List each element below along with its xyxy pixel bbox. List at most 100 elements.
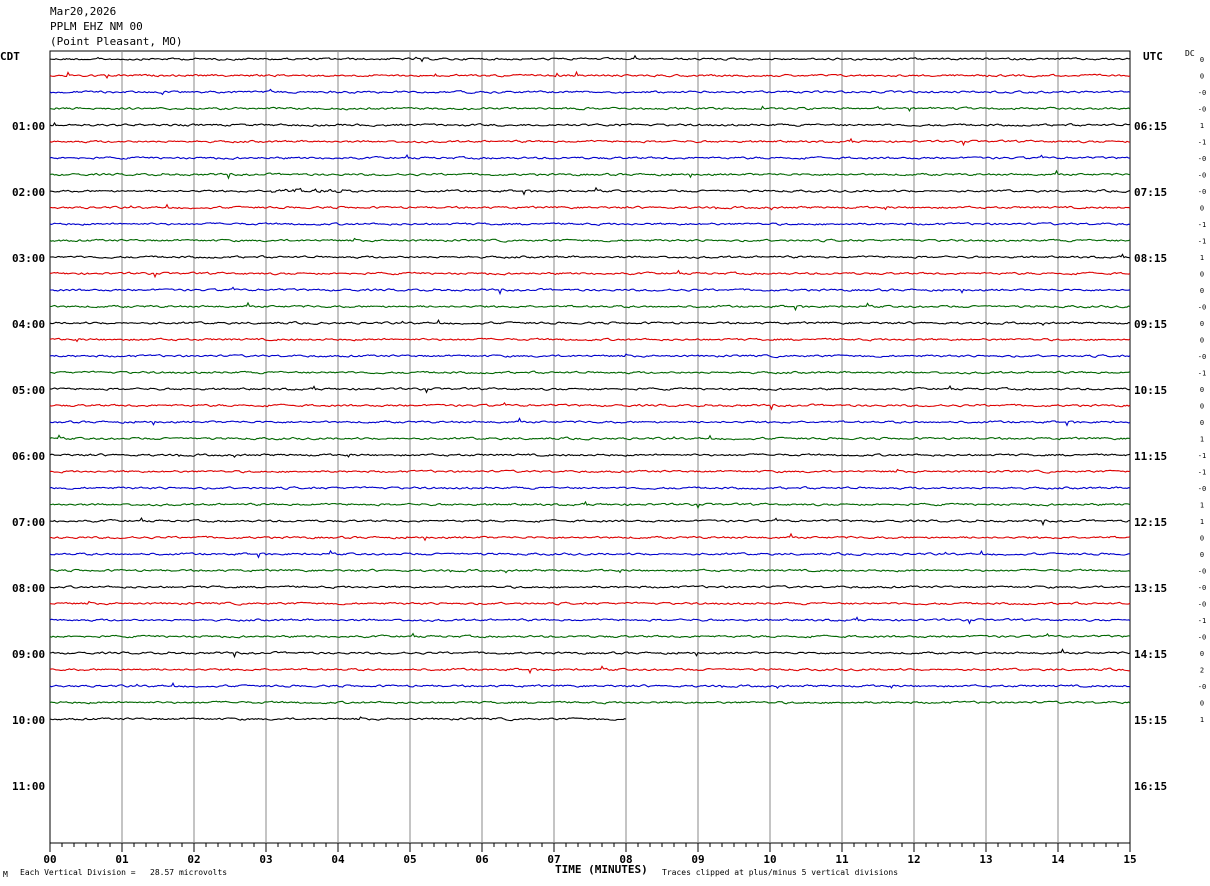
dc-label: DC bbox=[1185, 49, 1195, 58]
x-tick-label: 02 bbox=[187, 853, 200, 866]
x-tick-label: 14 bbox=[1051, 853, 1065, 866]
dc-offset-value: -1 bbox=[1198, 221, 1206, 229]
dc-offset-value: -0 bbox=[1198, 89, 1206, 97]
seismic-trace bbox=[49, 370, 1131, 375]
left-hour-label: 09:00 bbox=[12, 648, 45, 661]
dc-offset-value: -0 bbox=[1198, 155, 1206, 163]
x-tick-label: 09 bbox=[691, 853, 704, 866]
dc-offset-value: -0 bbox=[1198, 568, 1206, 576]
left-hour-label: 06:00 bbox=[12, 450, 45, 463]
x-tick-label: 15 bbox=[1123, 853, 1136, 866]
plot-frame bbox=[49, 50, 1131, 844]
seismic-trace bbox=[49, 532, 1131, 542]
dc-offset-value: -1 bbox=[1198, 617, 1206, 625]
seismic-trace bbox=[49, 203, 1131, 211]
right-hour-label: 08:15 bbox=[1134, 252, 1167, 265]
grid bbox=[49, 50, 1131, 852]
right-hour-label: 13:15 bbox=[1134, 582, 1167, 595]
seismic-trace bbox=[49, 54, 1131, 63]
dc-offset-value: -0 bbox=[1198, 584, 1206, 592]
seismic-trace bbox=[49, 434, 1131, 441]
dc-offset-value: 0 bbox=[1200, 337, 1204, 345]
dc-offset-value: -1 bbox=[1198, 452, 1206, 460]
seismic-trace bbox=[49, 716, 627, 722]
seismic-trace bbox=[49, 486, 1131, 490]
seismic-trace bbox=[49, 186, 1131, 196]
seismic-trace bbox=[49, 269, 1131, 279]
right-hour-label: 06:15 bbox=[1134, 120, 1167, 133]
seismic-trace bbox=[49, 153, 1131, 160]
x-tick-label: 11 bbox=[835, 853, 849, 866]
seismic-trace bbox=[49, 88, 1131, 96]
left-hour-label: 10:00 bbox=[12, 714, 45, 727]
right-hour-label: 10:15 bbox=[1134, 384, 1167, 397]
x-tick-label: 06 bbox=[475, 853, 489, 866]
dc-offset-value: 0 bbox=[1200, 205, 1204, 213]
clip-note: Traces clipped at plus/minus 5 vertical … bbox=[662, 868, 899, 877]
dc-offset-value: 0 bbox=[1200, 386, 1204, 394]
seismic-trace bbox=[49, 500, 1131, 510]
right-hour-label: 09:15 bbox=[1134, 318, 1167, 331]
dc-offset-value: 0 bbox=[1200, 287, 1204, 295]
x-tick-label: 04 bbox=[331, 853, 345, 866]
location-label: (Point Pleasant, MO) bbox=[50, 35, 183, 48]
left-hour-label: 08:00 bbox=[12, 582, 45, 595]
right-hour-label: 12:15 bbox=[1134, 516, 1167, 529]
dc-offset-value: -1 bbox=[1198, 139, 1206, 147]
x-tick-label: 08 bbox=[619, 853, 632, 866]
seismic-trace bbox=[49, 121, 1131, 128]
date-label: Mar20,2026 bbox=[50, 5, 117, 18]
seismic-trace bbox=[49, 337, 1131, 343]
right-hour-label: 11:15 bbox=[1134, 450, 1167, 463]
seismic-trace bbox=[49, 105, 1131, 112]
dc-offset-value: -0 bbox=[1198, 601, 1206, 609]
dc-offset-value: 0 bbox=[1200, 73, 1204, 81]
left-axis-title: CDT bbox=[0, 50, 20, 63]
dc-offset-value: 0 bbox=[1200, 700, 1204, 708]
seismic-trace bbox=[49, 417, 1131, 427]
dc-offset-value: 0 bbox=[1200, 271, 1204, 279]
x-tick-label: 05 bbox=[403, 853, 416, 866]
trace-group bbox=[49, 54, 1131, 722]
right-hour-label: 15:15 bbox=[1134, 714, 1167, 727]
dc-offset-value: 0 bbox=[1200, 419, 1204, 427]
dc-offset-value: 0 bbox=[1200, 535, 1204, 543]
station-label: PPLM EHZ NM 00 bbox=[50, 20, 143, 33]
dc-offset-value: -1 bbox=[1198, 238, 1206, 246]
seismic-trace bbox=[49, 700, 1131, 705]
seismic-trace bbox=[49, 516, 1131, 527]
x-tick-label: 07 bbox=[547, 853, 560, 866]
scale-note: Each Vertical Division = 28.57 microvolt… bbox=[20, 868, 228, 877]
seismic-trace bbox=[49, 665, 1131, 675]
seismic-trace bbox=[49, 353, 1131, 359]
dc-offset-value: 1 bbox=[1200, 716, 1204, 724]
corner-mark: M bbox=[3, 870, 8, 879]
right-hour-label: 07:15 bbox=[1134, 186, 1167, 199]
seismic-trace bbox=[49, 169, 1131, 180]
seismic-trace bbox=[49, 549, 1131, 559]
seismic-trace bbox=[49, 568, 1131, 574]
dc-offset-value: -0 bbox=[1198, 353, 1206, 361]
dc-offset-value: -0 bbox=[1198, 304, 1206, 312]
x-tick-label: 13 bbox=[979, 853, 992, 866]
x-tick-label: 12 bbox=[907, 853, 920, 866]
seismic-trace bbox=[49, 319, 1131, 327]
dc-offset-value: -0 bbox=[1198, 634, 1206, 642]
seismic-trace bbox=[49, 453, 1131, 459]
dc-offset-value: 1 bbox=[1200, 502, 1204, 510]
dc-offset-value: 0 bbox=[1200, 320, 1204, 328]
dc-offset-value: 1 bbox=[1200, 122, 1204, 130]
dc-offset-value: 0 bbox=[1200, 403, 1204, 411]
left-hour-label: 03:00 bbox=[12, 252, 45, 265]
dc-offset-value: 1 bbox=[1200, 436, 1204, 444]
left-hour-label: 07:00 bbox=[12, 516, 45, 529]
seismic-trace bbox=[49, 632, 1131, 639]
dc-offset-value: 0 bbox=[1200, 650, 1204, 658]
seismic-trace bbox=[49, 616, 1131, 625]
x-tick-label: 01 bbox=[115, 853, 129, 866]
dc-offset-value: 0 bbox=[1200, 551, 1204, 559]
seismic-trace bbox=[49, 585, 1131, 589]
left-hour-label: 11:00 bbox=[12, 780, 45, 793]
axis-labels: 00 01 02 03 04 05 06 07 08 09 10 11 12 13 14 1500-0-01-… bbox=[12, 56, 1206, 866]
